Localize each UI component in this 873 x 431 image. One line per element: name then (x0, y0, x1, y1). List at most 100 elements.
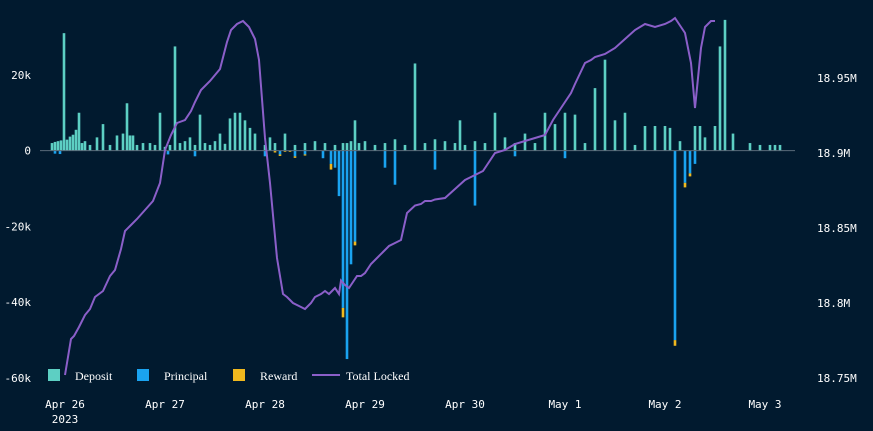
deposit-bar[interactable] (131, 135, 135, 151)
deposit-bar[interactable] (183, 141, 187, 151)
deposit-bar[interactable] (263, 144, 267, 151)
principal-bar[interactable] (333, 150, 337, 168)
principal-bar[interactable] (58, 150, 62, 155)
deposit-bar[interactable] (115, 135, 119, 151)
deposit-bar[interactable] (121, 133, 125, 151)
deposit-bar[interactable] (238, 112, 242, 151)
deposit-bar[interactable] (198, 114, 202, 151)
principal-bar[interactable] (693, 150, 697, 164)
deposit-bar[interactable] (68, 136, 72, 151)
deposit-bar[interactable] (188, 137, 192, 151)
reward-bar[interactable] (283, 150, 287, 152)
deposit-bar[interactable] (148, 143, 152, 151)
deposit-bar[interactable] (463, 144, 467, 151)
deposit-bar[interactable] (253, 133, 257, 151)
deposit-bar[interactable] (53, 141, 57, 151)
deposit-bar[interactable] (603, 59, 607, 151)
principal-bar[interactable] (345, 150, 349, 360)
deposit-bar[interactable] (71, 134, 75, 151)
principal-bar[interactable] (673, 150, 677, 341)
deposit-bar[interactable] (403, 144, 407, 151)
reward-bar[interactable] (329, 163, 333, 170)
principal-bar[interactable] (688, 150, 692, 174)
deposit-bar[interactable] (533, 143, 537, 151)
deposit-bar[interactable] (668, 127, 672, 151)
reward-bar[interactable] (353, 241, 357, 246)
legend-item-total-locked[interactable]: Total Locked (312, 369, 409, 383)
deposit-bar[interactable] (293, 144, 297, 151)
deposit-bar[interactable] (283, 133, 287, 151)
principal-bar[interactable] (278, 150, 282, 155)
deposit-bar[interactable] (563, 112, 567, 151)
deposit-bar[interactable] (349, 141, 353, 151)
deposit-bar[interactable] (135, 144, 139, 151)
deposit-bar[interactable] (778, 144, 782, 151)
deposit-bar[interactable] (153, 144, 157, 151)
deposit-bar[interactable] (413, 63, 417, 151)
deposit-bar[interactable] (50, 143, 54, 151)
legend-item-deposit[interactable]: Deposit (48, 369, 113, 383)
deposit-bar[interactable] (74, 129, 78, 151)
principal-bar[interactable] (193, 150, 197, 157)
deposit-bar[interactable] (77, 112, 81, 151)
deposit-bar[interactable] (653, 126, 657, 151)
principal-bar[interactable] (321, 150, 325, 159)
deposit-bar[interactable] (323, 143, 327, 151)
deposit-bar[interactable] (703, 137, 707, 151)
principal-bar[interactable] (563, 150, 567, 159)
deposit-bar[interactable] (473, 141, 477, 151)
deposit-bar[interactable] (553, 124, 557, 151)
deposit-bar[interactable] (713, 126, 717, 151)
principal-bar[interactable] (393, 150, 397, 185)
deposit-bar[interactable] (503, 137, 507, 151)
principal-bar[interactable] (337, 150, 341, 197)
reward-bar[interactable] (288, 150, 292, 152)
deposit-bar[interactable] (573, 114, 577, 151)
deposit-bar[interactable] (268, 137, 272, 151)
deposit-bar[interactable] (218, 133, 222, 151)
deposit-bar[interactable] (178, 143, 182, 151)
principal-bar[interactable] (473, 150, 477, 206)
reward-bar[interactable] (683, 182, 687, 188)
deposit-bar[interactable] (383, 143, 387, 151)
deposit-bar[interactable] (748, 143, 752, 151)
deposit-bar[interactable] (363, 141, 367, 151)
deposit-bar[interactable] (373, 144, 377, 151)
deposit-bar[interactable] (453, 143, 457, 151)
deposit-bar[interactable] (95, 137, 99, 151)
deposit-bar[interactable] (101, 124, 105, 151)
principal-bar[interactable] (293, 150, 297, 157)
principal-bar[interactable] (513, 150, 517, 157)
deposit-bar[interactable] (345, 143, 349, 151)
deposit-bar[interactable] (243, 120, 247, 151)
deposit-bar[interactable] (233, 112, 237, 151)
deposit-bar[interactable] (693, 126, 697, 151)
deposit-bar[interactable] (433, 139, 437, 151)
deposit-bar[interactable] (248, 127, 252, 151)
deposit-bar[interactable] (59, 140, 63, 151)
deposit-bar[interactable] (56, 141, 60, 151)
deposit-bar[interactable] (613, 120, 617, 151)
principal-bar[interactable] (383, 150, 387, 168)
deposit-bar[interactable] (303, 143, 307, 151)
reward-bar[interactable] (688, 173, 692, 177)
deposit-bar[interactable] (128, 135, 132, 151)
deposit-bar[interactable] (173, 46, 177, 151)
deposit-bar[interactable] (228, 118, 232, 151)
reward-bar[interactable] (673, 340, 677, 346)
deposit-bar[interactable] (341, 143, 345, 151)
principal-bar[interactable] (166, 150, 170, 155)
deposit-bar[interactable] (523, 133, 527, 151)
deposit-bar[interactable] (313, 141, 317, 151)
deposit-bar[interactable] (62, 33, 66, 151)
legend[interactable]: Deposit Principal Reward Total Locked (48, 369, 409, 383)
deposit-bar[interactable] (223, 143, 227, 151)
deposit-bar[interactable] (443, 141, 447, 151)
principal-bar[interactable] (433, 150, 437, 170)
deposit-bar[interactable] (208, 144, 212, 151)
deposit-bar[interactable] (83, 141, 87, 151)
principal-bar[interactable] (353, 150, 357, 242)
legend-item-reward[interactable]: Reward (233, 369, 297, 383)
reward-bar[interactable] (293, 156, 297, 158)
deposit-bar[interactable] (80, 143, 84, 151)
